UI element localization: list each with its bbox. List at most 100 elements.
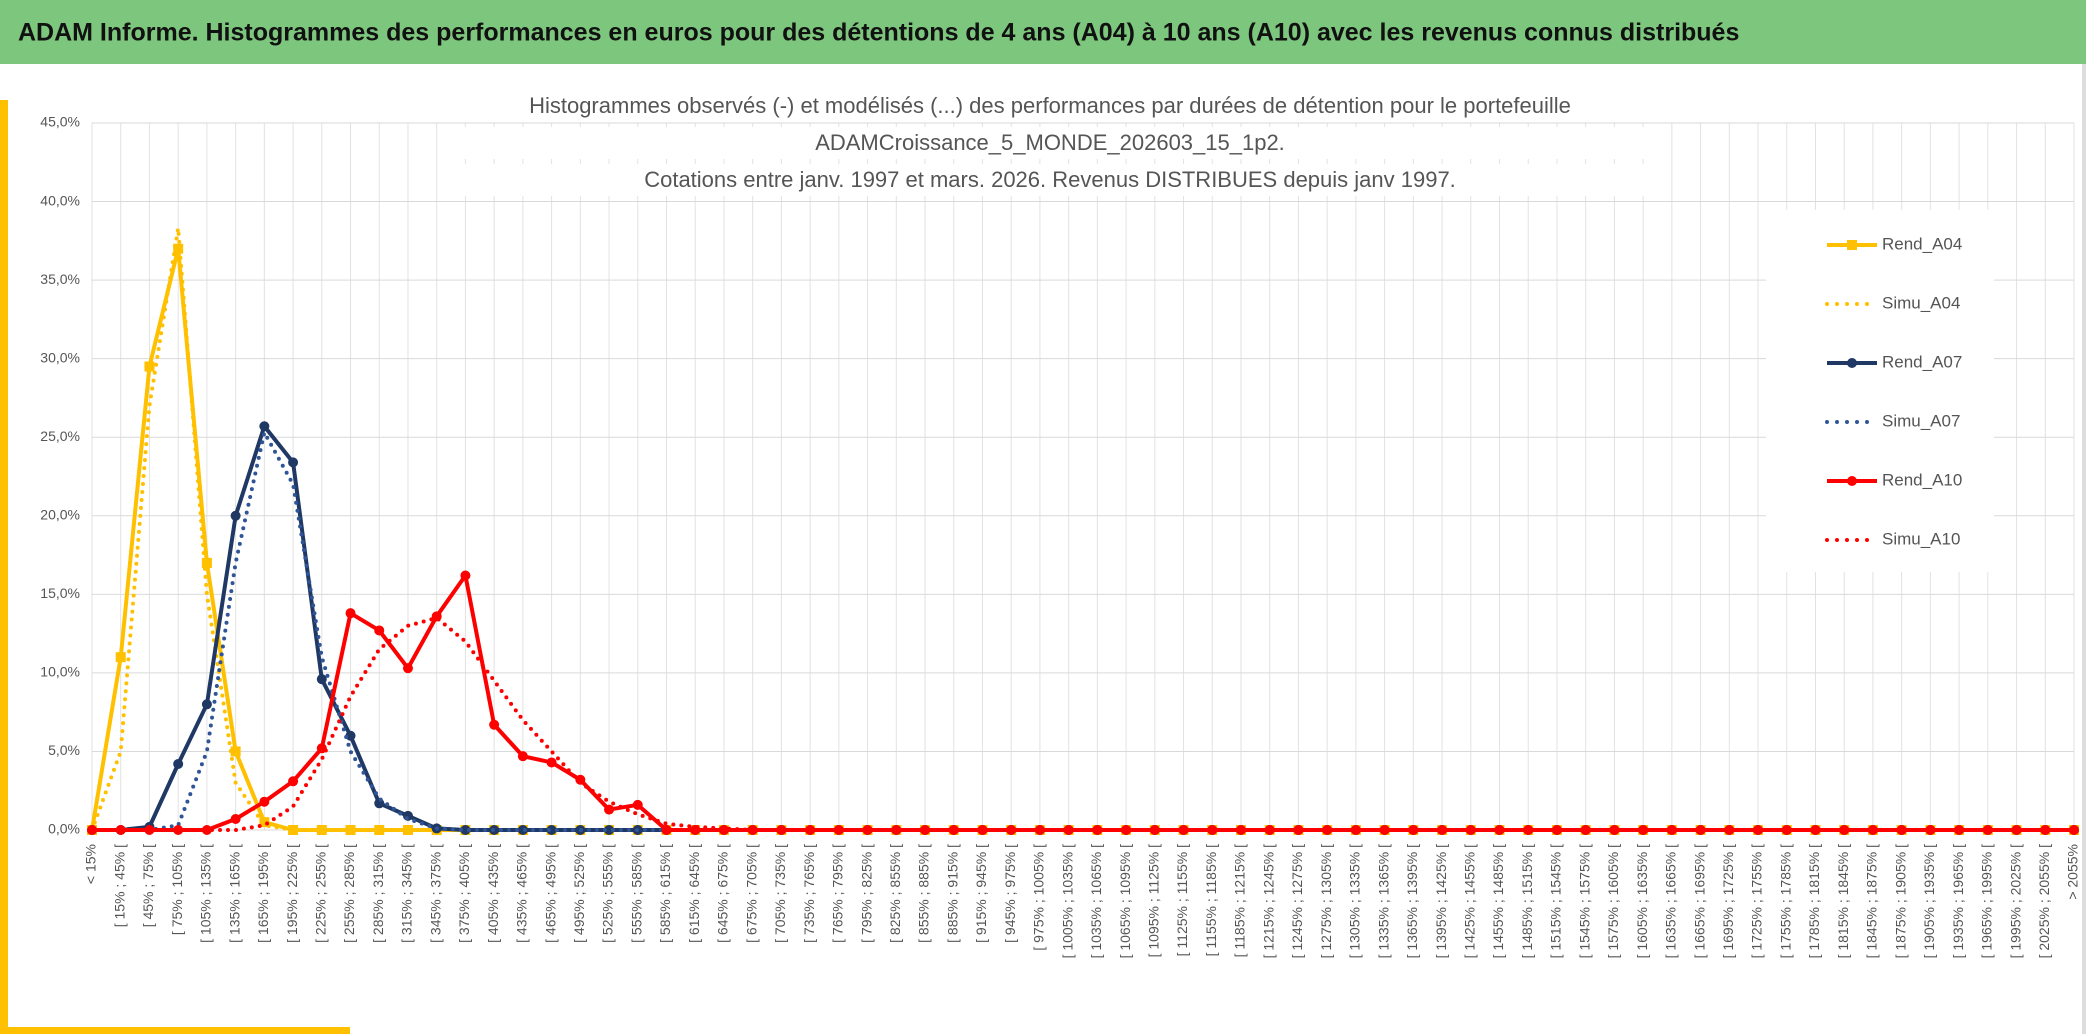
marker bbox=[288, 776, 299, 787]
x-tick-label: [ 1845% ; 1875% [ bbox=[1864, 844, 1880, 959]
x-tick-label: [ 1365% ; 1395% [ bbox=[1404, 844, 1420, 959]
x-tick-label: [ 945% ; 975% [ bbox=[1002, 844, 1018, 943]
x-tick-label: [ 1425% ; 1455% [ bbox=[1461, 844, 1477, 959]
marker bbox=[460, 570, 471, 581]
x-tick-label: [ 1125% ; 1155% [ bbox=[1174, 844, 1190, 956]
chart-title: ADAMCroissance_5_MONDE_202603_15_1p2. bbox=[815, 130, 1285, 155]
marker bbox=[1551, 825, 1562, 835]
series-line bbox=[92, 573, 2074, 832]
y-tick-label: 35,0% bbox=[40, 271, 80, 287]
x-tick-label: [ 1515% ; 1545% [ bbox=[1548, 844, 1564, 959]
marker bbox=[115, 652, 126, 663]
marker bbox=[460, 825, 471, 835]
x-tick-label: [ 345% ; 375% [ bbox=[427, 844, 443, 943]
marker bbox=[259, 421, 270, 432]
x-tick-label: [ 105% ; 135% [ bbox=[198, 844, 214, 943]
chart: 0,0% 5,0% 10,0% 15,0% 20,0% 25,0% 30,0% 35,0% 40… bbox=[40, 90, 2081, 959]
marker bbox=[201, 699, 212, 710]
marker bbox=[776, 825, 787, 835]
marker bbox=[1465, 825, 1476, 835]
title-bg bbox=[440, 164, 1660, 196]
marker bbox=[1207, 825, 1218, 835]
marker bbox=[1753, 825, 1764, 835]
marker bbox=[1609, 825, 1620, 835]
marker bbox=[546, 825, 557, 835]
y-tick-label: 10,0% bbox=[40, 664, 80, 680]
marker bbox=[1839, 825, 1850, 835]
x-tick-label: [ 405% ; 435% [ bbox=[485, 844, 501, 943]
marker bbox=[489, 719, 500, 730]
marker bbox=[402, 663, 413, 674]
x-tick-label: [ 555% ; 585% [ bbox=[628, 844, 644, 943]
marker bbox=[632, 799, 643, 810]
x-tick-label: [ 1905% ; 1935% [ bbox=[1921, 844, 1937, 959]
x-tick-label: [ 75% ; 105% [ bbox=[169, 844, 185, 935]
marker bbox=[173, 759, 184, 770]
series-line bbox=[90, 615, 2076, 832]
x-tick-label: [ 1455% ; 1485% [ bbox=[1490, 844, 1506, 959]
x-tick-label: [ 525% ; 555% [ bbox=[600, 844, 616, 943]
x-tick-label: [ 1605% ; 1635% [ bbox=[1634, 844, 1650, 959]
marker bbox=[2040, 825, 2051, 835]
y-tick-label: 40,0% bbox=[40, 192, 80, 208]
marker bbox=[1063, 825, 1074, 835]
marker bbox=[661, 825, 672, 835]
marker bbox=[1896, 825, 1907, 835]
x-tick-label: [ 285% ; 315% [ bbox=[370, 844, 386, 943]
x-tick-label: [ 1575% ; 1605% [ bbox=[1605, 844, 1621, 959]
y-tick-label: 0,0% bbox=[48, 821, 80, 837]
marker bbox=[833, 825, 844, 835]
x-tick-label: > 2055% bbox=[2065, 844, 2081, 900]
x-tick-label: [ 1095% ; 1125% [ bbox=[1146, 844, 1162, 957]
header-title: ADAM Informe. Histogrammes des performan… bbox=[18, 19, 1739, 47]
y-tick-label: 25,0% bbox=[40, 428, 80, 444]
legend-label: Rend_A07 bbox=[1882, 352, 1962, 371]
y-tick-label: 5,0% bbox=[48, 742, 80, 758]
x-tick-label: [ 1275% ; 1305% [ bbox=[1318, 844, 1334, 959]
x-tick-label: [ 1695% ; 1725% [ bbox=[1720, 844, 1736, 959]
x-tick-label: [ 975% ; 1005% [ bbox=[1031, 844, 1047, 951]
marker bbox=[1954, 825, 1965, 835]
marker bbox=[604, 804, 615, 815]
marker bbox=[345, 730, 356, 741]
marker bbox=[230, 510, 241, 521]
x-tick-label: [ 2025% ; 2055% [ bbox=[2036, 844, 2052, 959]
x-tick-label: [ 1665% ; 1695% [ bbox=[1691, 844, 1707, 959]
x-tick-label: [ 885% ; 915% [ bbox=[944, 844, 960, 943]
x-tick-label: < 15% bbox=[83, 844, 99, 884]
y-tick-label: 45,0% bbox=[40, 114, 80, 130]
marker bbox=[230, 814, 241, 825]
legend-label: Simu_A04 bbox=[1882, 293, 1960, 312]
x-tick-label: [ 1035% ; 1065% [ bbox=[1088, 844, 1104, 959]
marker bbox=[1264, 825, 1275, 835]
x-tick-label: [ 1635% ; 1665% [ bbox=[1663, 844, 1679, 959]
x-tick-label: [ 1485% ; 1515% [ bbox=[1519, 844, 1535, 959]
x-tick-label: [ 375% ; 405% [ bbox=[456, 844, 472, 943]
header-bar bbox=[0, 0, 2086, 64]
x-tick-label: [ 1065% ; 1095% [ bbox=[1117, 844, 1133, 959]
x-tick-label: [ 15% ; 45% [ bbox=[111, 844, 127, 927]
x-tick-label: [ 1935% ; 1965% [ bbox=[1950, 844, 1966, 959]
marker bbox=[259, 796, 270, 807]
marker bbox=[201, 825, 212, 835]
marker bbox=[201, 557, 212, 568]
bottom-accent bbox=[0, 1027, 350, 1034]
legend-marker bbox=[1847, 476, 1857, 486]
x-tick-label: [ 465% ; 495% [ bbox=[542, 844, 558, 943]
left-accent bbox=[0, 100, 8, 1034]
x-tick-label: [ 645% ; 675% [ bbox=[715, 844, 731, 943]
marker bbox=[1121, 825, 1132, 835]
x-tick-label: [ 1155% ; 1185% [ bbox=[1203, 844, 1219, 956]
marker bbox=[1982, 825, 1993, 835]
title-bg bbox=[440, 127, 1660, 159]
legend-label: Rend_A10 bbox=[1882, 470, 1962, 489]
marker bbox=[977, 825, 988, 835]
legend-bg bbox=[1766, 210, 1994, 572]
y-tick-label: 15,0% bbox=[40, 585, 80, 601]
x-tick-label: [ 1965% ; 1995% [ bbox=[1979, 844, 1995, 959]
x-tick-label: [ 195% ; 225% [ bbox=[284, 844, 300, 943]
x-tick-label: [ 1005% ; 1035% [ bbox=[1059, 844, 1075, 959]
x-tick-label: [ 1725% ; 1755% [ bbox=[1749, 844, 1765, 959]
legend-label: Simu_A10 bbox=[1882, 529, 1960, 548]
x-tick-label: [ 705% ; 735% [ bbox=[772, 844, 788, 943]
